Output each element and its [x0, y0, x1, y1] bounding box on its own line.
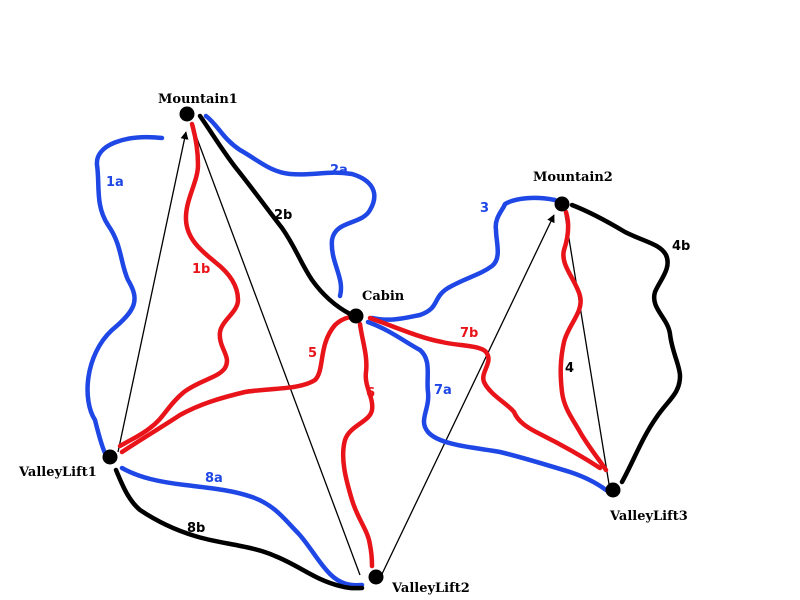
- lift-valleylift1-mountain1: [117, 131, 189, 453]
- label-valleylift3: ValleyLift3: [609, 509, 688, 524]
- trail-label-8b: 8b: [187, 521, 205, 536]
- trail-label-4b: 4b: [672, 239, 690, 254]
- label-mountain2: Mountain2: [533, 170, 613, 185]
- trail-label-7b: 7b: [460, 326, 478, 341]
- trail-4b[interactable]: [569, 202, 683, 485]
- node-valleylift2[interactable]: [368, 569, 384, 585]
- trail-label-2b: 2b: [274, 208, 292, 223]
- trail-7b[interactable]: [367, 315, 603, 471]
- trail-label-2a: 2a: [330, 163, 348, 178]
- trail-3[interactable]: [369, 195, 558, 322]
- node-valleylift3[interactable]: [605, 482, 621, 498]
- trail-1b[interactable]: [117, 121, 241, 449]
- trail-label-5: 5: [308, 346, 317, 361]
- node-mountain1[interactable]: [179, 106, 195, 122]
- trail-4[interactable]: [558, 209, 609, 473]
- node-mountain2[interactable]: [554, 196, 570, 212]
- trail-label-1b: 1b: [192, 262, 210, 277]
- trail-label-8a: 8a: [205, 471, 223, 486]
- trail-label-4: 4: [565, 361, 574, 376]
- lift-valleylift2-mountain1: [191, 124, 361, 576]
- label-valleylift1: ValleyLift1: [18, 465, 97, 480]
- trail-label-7a: 7a: [434, 383, 452, 398]
- trail-8a[interactable]: [119, 465, 365, 588]
- node-valleylift1[interactable]: [102, 449, 118, 465]
- trail-label-6: 6: [366, 386, 375, 401]
- trail-8b[interactable]: [113, 467, 365, 591]
- trail-1a[interactable]: [85, 134, 165, 458]
- label-valleylift2: ValleyLift2: [391, 581, 470, 596]
- lift-valleylift3-mountain2: [563, 207, 610, 485]
- trail-5[interactable]: [119, 314, 353, 455]
- lift-valleylift2-mountain2: [381, 214, 555, 575]
- trail-2a[interactable]: [203, 113, 377, 299]
- trail-2b[interactable]: [197, 113, 353, 317]
- label-cabin: Cabin: [362, 289, 405, 304]
- trail-label-3: 3: [480, 201, 489, 216]
- node-cabin[interactable]: [348, 308, 364, 324]
- trail-6[interactable]: [340, 321, 375, 569]
- trail-label-1a: 1a: [106, 175, 124, 190]
- label-mountain1: Mountain1: [158, 92, 238, 107]
- trail-7a[interactable]: [365, 319, 609, 493]
